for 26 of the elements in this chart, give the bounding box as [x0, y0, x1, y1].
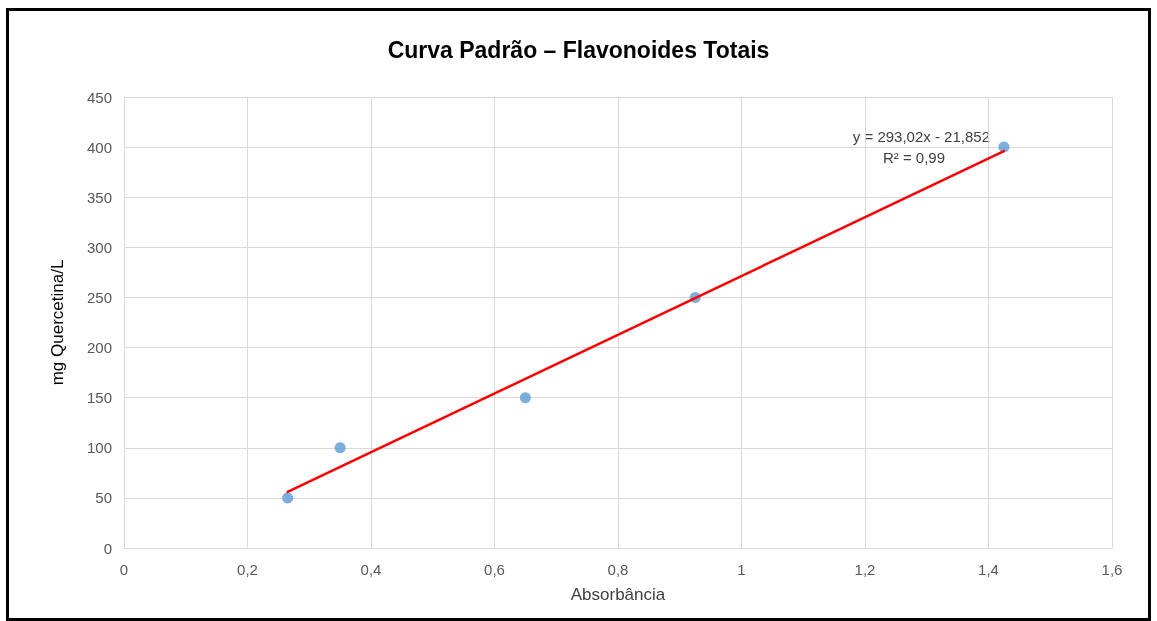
x-tick-label: 1,4 — [978, 561, 999, 578]
annotation: R² = 0,99 — [882, 149, 946, 166]
x-tick-label: 0,2 — [237, 561, 258, 578]
y-axis-title: mg Quercetina/L — [48, 259, 67, 386]
chart-title: Curva Padrão – Flavonoides Totais — [387, 36, 770, 63]
y-tick-label: 300 — [86, 238, 112, 256]
y-tick-label: 150 — [86, 389, 112, 407]
point — [282, 492, 294, 504]
x-tick-label: 0 — [119, 561, 129, 578]
point — [519, 392, 531, 404]
y-tick-label: 200 — [86, 339, 112, 357]
x-tick-label: 0,8 — [607, 561, 629, 578]
y-tick-label: 100 — [86, 439, 112, 457]
x-tick-label: 1,2 — [854, 561, 876, 578]
y-tick-label: 50 — [95, 489, 112, 507]
point — [334, 442, 346, 454]
x-tick-label: 1 — [737, 561, 746, 578]
y-tick-label: 450 — [86, 88, 112, 106]
x-tick-label: 0,6 — [484, 561, 505, 578]
y-tick-label: 250 — [86, 288, 112, 306]
x-axis-title: Absorbância — [570, 585, 666, 604]
x-tick-label: 0,4 — [360, 561, 382, 578]
y-tick-label: 350 — [86, 188, 112, 206]
y-tick-label: 0 — [103, 539, 112, 557]
y-tick-label: 400 — [86, 138, 112, 156]
x-tick-label: 1,6 — [1101, 561, 1123, 578]
